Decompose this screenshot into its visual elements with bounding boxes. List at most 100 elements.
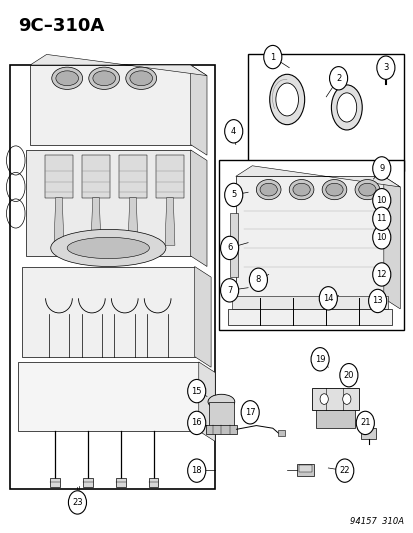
Polygon shape <box>30 65 190 144</box>
Ellipse shape <box>256 180 280 200</box>
Circle shape <box>342 394 350 405</box>
Circle shape <box>187 411 205 434</box>
Circle shape <box>187 459 205 482</box>
Ellipse shape <box>275 83 298 116</box>
FancyBboxPatch shape <box>247 54 404 171</box>
Polygon shape <box>227 309 391 325</box>
Polygon shape <box>45 155 73 198</box>
Polygon shape <box>30 54 206 76</box>
Ellipse shape <box>207 394 234 409</box>
Text: 21: 21 <box>359 418 370 427</box>
Ellipse shape <box>325 183 342 196</box>
Polygon shape <box>83 478 93 487</box>
Polygon shape <box>118 155 147 198</box>
Circle shape <box>329 67 347 90</box>
Ellipse shape <box>289 180 313 200</box>
Text: 2: 2 <box>335 74 340 83</box>
Ellipse shape <box>292 183 309 196</box>
Ellipse shape <box>269 74 304 125</box>
Polygon shape <box>128 198 138 245</box>
Text: 10: 10 <box>375 233 386 242</box>
Polygon shape <box>50 478 59 487</box>
Circle shape <box>335 459 353 482</box>
Circle shape <box>220 279 238 302</box>
Circle shape <box>310 348 328 371</box>
Polygon shape <box>315 410 354 428</box>
Text: 17: 17 <box>244 408 255 417</box>
Polygon shape <box>91 198 101 245</box>
Text: 15: 15 <box>191 386 202 395</box>
Text: 1: 1 <box>270 53 275 62</box>
FancyBboxPatch shape <box>9 65 215 489</box>
Text: 4: 4 <box>230 127 236 136</box>
Polygon shape <box>231 296 387 309</box>
Ellipse shape <box>126 67 156 90</box>
Circle shape <box>339 364 357 387</box>
Polygon shape <box>155 155 184 198</box>
Polygon shape <box>148 478 158 487</box>
Circle shape <box>372 207 390 230</box>
Polygon shape <box>277 430 285 436</box>
Polygon shape <box>383 176 399 309</box>
Text: 6: 6 <box>226 244 232 253</box>
Circle shape <box>68 491 86 514</box>
Text: 9: 9 <box>378 164 383 173</box>
Circle shape <box>372 189 390 212</box>
Polygon shape <box>198 362 215 441</box>
Ellipse shape <box>52 67 83 90</box>
Ellipse shape <box>330 85 361 130</box>
Ellipse shape <box>321 180 346 200</box>
Text: 20: 20 <box>343 370 353 379</box>
Circle shape <box>319 394 328 405</box>
Ellipse shape <box>259 183 277 196</box>
Polygon shape <box>190 150 206 266</box>
Ellipse shape <box>56 71 78 86</box>
Polygon shape <box>311 389 358 410</box>
Circle shape <box>372 225 390 249</box>
Polygon shape <box>115 478 125 487</box>
Polygon shape <box>229 214 237 277</box>
Ellipse shape <box>354 180 379 200</box>
Ellipse shape <box>88 67 119 90</box>
Polygon shape <box>298 465 311 472</box>
Polygon shape <box>206 424 236 433</box>
Circle shape <box>224 119 242 143</box>
Circle shape <box>249 268 267 292</box>
Polygon shape <box>54 198 64 245</box>
Text: 3: 3 <box>382 63 388 72</box>
Polygon shape <box>191 465 202 472</box>
Polygon shape <box>22 266 194 357</box>
Circle shape <box>318 287 337 310</box>
Ellipse shape <box>67 237 149 259</box>
Ellipse shape <box>358 183 375 196</box>
Text: 7: 7 <box>226 286 232 295</box>
Text: 18: 18 <box>191 466 202 475</box>
Circle shape <box>220 236 238 260</box>
Circle shape <box>240 401 259 424</box>
Polygon shape <box>235 176 383 298</box>
Ellipse shape <box>51 229 166 266</box>
Polygon shape <box>18 362 198 431</box>
Polygon shape <box>189 464 203 476</box>
Text: 8: 8 <box>255 275 261 284</box>
Polygon shape <box>209 402 233 425</box>
Polygon shape <box>81 155 110 198</box>
Text: 23: 23 <box>72 498 83 507</box>
Text: 16: 16 <box>191 418 202 427</box>
Circle shape <box>376 56 394 79</box>
Text: 12: 12 <box>375 270 386 279</box>
Text: 19: 19 <box>314 355 325 364</box>
Polygon shape <box>165 198 175 245</box>
Text: 9C–310A: 9C–310A <box>18 17 104 35</box>
Polygon shape <box>26 150 190 256</box>
Polygon shape <box>235 166 399 187</box>
Circle shape <box>224 183 242 207</box>
Polygon shape <box>194 266 211 367</box>
Circle shape <box>187 379 205 403</box>
Circle shape <box>368 289 386 313</box>
Text: 10: 10 <box>375 196 386 205</box>
Circle shape <box>356 411 373 434</box>
Polygon shape <box>360 428 375 439</box>
Circle shape <box>372 157 390 180</box>
Text: 14: 14 <box>322 294 333 303</box>
